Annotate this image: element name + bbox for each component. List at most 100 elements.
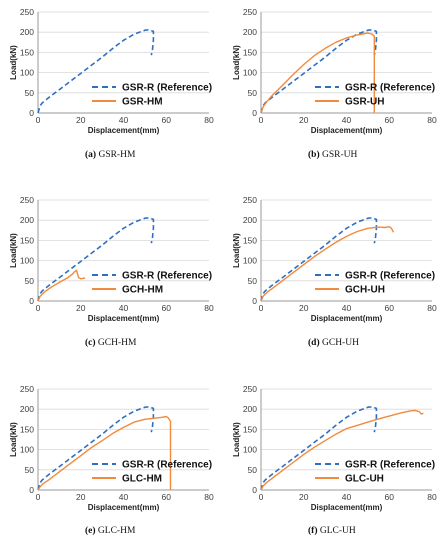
- x-tick-label: 80: [427, 115, 437, 125]
- x-tick-label: 60: [162, 115, 172, 125]
- caption-letter: (e): [85, 526, 96, 536]
- legend-label: GSR-R (Reference): [122, 271, 212, 282]
- chart-panel: 0 50 100 150 200 250 0 20 40 60 80 Displacement(mm)…: [9, 195, 214, 323]
- y-tick-label: 150: [243, 424, 257, 434]
- y-tick-label: 50: [248, 88, 258, 98]
- x-tick-label: 60: [162, 492, 172, 502]
- y-tick-label: 100: [20, 256, 34, 266]
- x-tick-label: 80: [427, 492, 437, 502]
- caption-text: GSR-UH: [319, 150, 358, 160]
- x-tick-label: 0: [36, 115, 41, 125]
- caption-text: GLC-HM: [95, 526, 136, 536]
- x-tick-label: 20: [76, 303, 86, 313]
- y-tick-label: 0: [29, 296, 34, 306]
- x-tick-label: 20: [76, 492, 86, 502]
- chart-caption: (b) GSR-UH: [308, 150, 357, 160]
- caption-letter: (c): [85, 338, 96, 348]
- x-tick-label: 0: [36, 492, 41, 502]
- x-tick-label: 0: [259, 115, 264, 125]
- legend-label: GSR-R (Reference): [122, 460, 212, 471]
- x-tick-label: 40: [342, 115, 352, 125]
- x-axis-label: Displacement(mm): [311, 503, 383, 512]
- y-tick-label: 0: [252, 296, 257, 306]
- y-tick-label: 0: [29, 108, 34, 118]
- specimen-series-line: [260, 409, 424, 491]
- x-tick-label: 80: [204, 492, 214, 502]
- legend-label: GSR-HM: [122, 97, 163, 108]
- y-tick-label: 200: [243, 404, 257, 414]
- x-tick-label: 40: [342, 492, 352, 502]
- x-tick-label: 60: [385, 115, 395, 125]
- y-tick-label: 250: [20, 7, 34, 17]
- y-tick-label: 50: [248, 276, 258, 286]
- x-tick-label: 80: [204, 303, 214, 313]
- y-tick-label: 50: [248, 465, 258, 475]
- y-axis-label: Load(kN): [232, 422, 241, 457]
- x-tick-label: 60: [162, 303, 172, 313]
- y-tick-label: 0: [252, 108, 257, 118]
- y-tick-label: 50: [25, 465, 35, 475]
- y-tick-label: 250: [20, 384, 34, 394]
- specimen-series-line: [37, 415, 172, 491]
- x-axis-label: Displacement(mm): [88, 126, 160, 135]
- y-tick-label: 150: [243, 47, 257, 57]
- x-tick-label: 0: [259, 303, 264, 313]
- legend-label: GCH-UH: [345, 285, 385, 296]
- y-tick-label: 0: [29, 485, 34, 495]
- x-axis-label: Displacement(mm): [88, 314, 160, 323]
- y-tick-label: 200: [243, 215, 257, 225]
- legend-label: GLC-HM: [122, 474, 162, 485]
- y-tick-label: 250: [243, 7, 257, 17]
- legend-label: GSR-R (Reference): [345, 460, 435, 471]
- x-tick-label: 40: [119, 115, 129, 125]
- x-tick-label: 0: [259, 492, 264, 502]
- x-tick-label: 40: [119, 492, 129, 502]
- caption-text: GCH-HM: [95, 338, 137, 348]
- chart-panel: 0 50 100 150 200 250 0 20 40 60 80 Displacement(mm)…: [232, 7, 437, 135]
- y-axis-label: Load(kN): [9, 233, 18, 268]
- x-tick-label: 20: [299, 303, 309, 313]
- caption-letter: (f): [308, 526, 318, 536]
- chart-panel: 0 50 100 150 200 250 0 20 40 60 80 Displacement(mm)…: [9, 384, 214, 512]
- x-tick-label: 20: [299, 492, 309, 502]
- x-tick-label: 80: [427, 303, 437, 313]
- y-tick-label: 150: [20, 424, 34, 434]
- y-tick-label: 250: [243, 384, 257, 394]
- chart-caption: (c) GCH-HM: [85, 338, 136, 348]
- y-axis-label: Load(kN): [9, 45, 18, 80]
- reference-series-line: [260, 28, 378, 114]
- y-tick-label: 250: [20, 195, 34, 205]
- x-tick-label: 20: [299, 115, 309, 125]
- reference-series-line: [37, 28, 155, 114]
- chart-caption: (f) GLC-UH: [308, 526, 356, 536]
- x-tick-label: 0: [36, 303, 41, 313]
- y-tick-label: 100: [20, 68, 34, 78]
- chart-caption: (e) GLC-HM: [85, 526, 135, 536]
- x-tick-label: 40: [119, 303, 129, 313]
- x-tick-label: 80: [204, 115, 214, 125]
- x-tick-label: 20: [76, 115, 86, 125]
- y-axis-label: Load(kN): [232, 233, 241, 268]
- specimen-series-line: [37, 269, 86, 302]
- y-tick-label: 200: [20, 404, 34, 414]
- x-tick-label: 60: [385, 303, 395, 313]
- chart-panel: 0 50 100 150 200 250 0 20 40 60 80 Displacement(mm)…: [232, 195, 437, 323]
- y-tick-label: 250: [243, 195, 257, 205]
- legend-label: GSR-R (Reference): [345, 83, 435, 94]
- y-tick-label: 150: [243, 235, 257, 245]
- x-axis-label: Displacement(mm): [311, 314, 383, 323]
- caption-letter: (b): [308, 150, 320, 160]
- chart-panel: 0 50 100 150 200 250 0 20 40 60 80 Displacement(mm)…: [9, 7, 214, 135]
- x-tick-label: 40: [342, 303, 352, 313]
- y-tick-label: 100: [20, 445, 34, 455]
- caption-text: GLC-UH: [317, 526, 356, 536]
- y-tick-label: 200: [243, 27, 257, 37]
- y-axis-label: Load(kN): [9, 422, 18, 457]
- y-tick-label: 100: [243, 256, 257, 266]
- legend-label: GLC-UH: [345, 474, 384, 485]
- y-axis-label: Load(kN): [232, 45, 241, 80]
- reference-series-line: [260, 405, 378, 491]
- x-axis-label: Displacement(mm): [311, 126, 383, 135]
- y-tick-label: 100: [243, 445, 257, 455]
